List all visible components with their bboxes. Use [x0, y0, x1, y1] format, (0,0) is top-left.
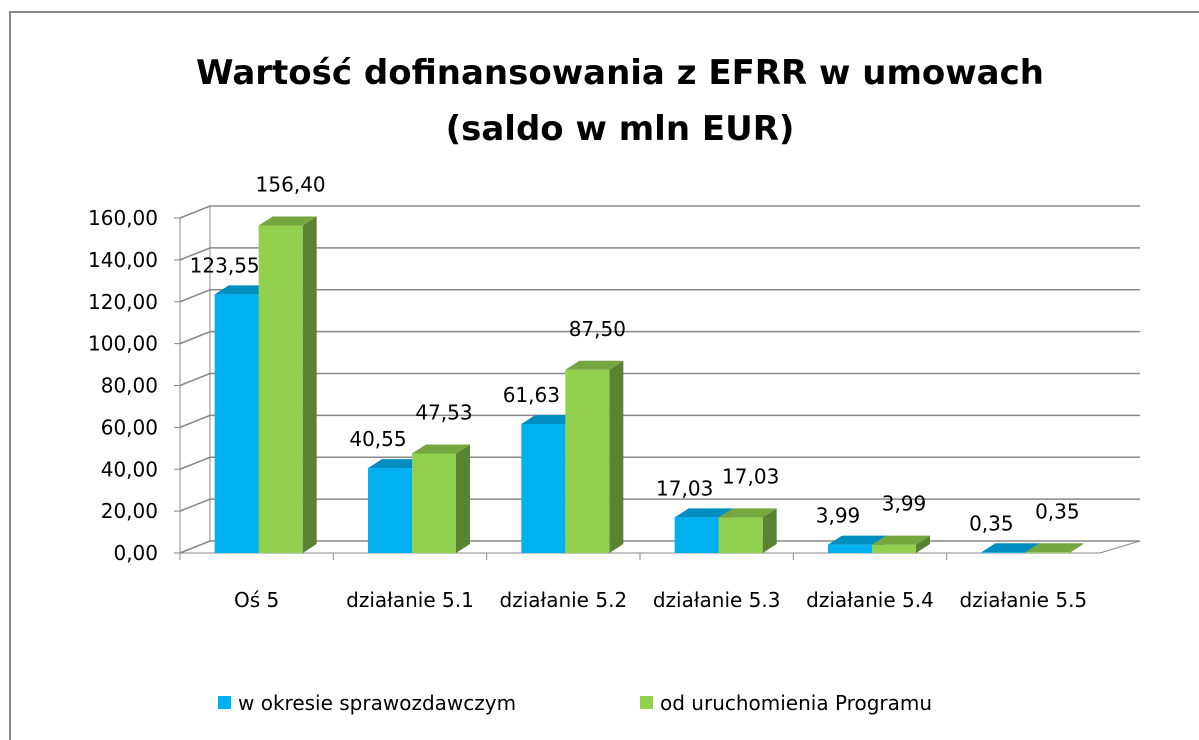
y-tick-label: 80,00	[101, 374, 158, 398]
bar-front	[828, 544, 872, 553]
bar-side	[916, 535, 930, 553]
bar-front	[368, 468, 412, 553]
grid-line	[179, 289, 1140, 303]
grid-line	[179, 330, 1140, 345]
bar-front	[565, 369, 610, 553]
x-tick-label: Oś 5	[234, 588, 280, 612]
bar	[1025, 543, 1084, 553]
bar-top	[1025, 543, 1084, 553]
bar	[565, 360, 624, 553]
bar-top	[412, 444, 470, 454]
chart-title: Wartość dofinansowania z EFRR w umowach …	[196, 53, 1044, 149]
bar-top	[674, 508, 733, 518]
x-tick-label: działanie 5.2	[499, 588, 628, 612]
bar-front	[718, 517, 763, 553]
bar-side	[1069, 543, 1084, 553]
frame	[9, 11, 1199, 740]
legend-label: w okresie sprawozdawczym	[238, 691, 516, 715]
grid-line	[179, 372, 1140, 387]
bar-top	[872, 535, 930, 545]
bar-top	[718, 508, 777, 518]
data-label: 156,40	[256, 173, 326, 197]
legend-swatch	[640, 696, 653, 709]
bar	[412, 444, 470, 553]
data-label: 17,03	[722, 464, 779, 488]
data-label: 0,35	[1035, 499, 1080, 523]
data-label: 87,50	[569, 317, 626, 341]
bar-side	[609, 360, 624, 553]
y-tick-label: 100,00	[88, 332, 158, 356]
data-label: 123,55	[190, 253, 260, 277]
legend-swatch	[218, 696, 231, 709]
bar-top	[981, 543, 1040, 553]
y-tick-label: 20,00	[101, 499, 158, 523]
data-label: 0,35	[969, 511, 1014, 535]
data-label: 17,03	[656, 476, 713, 500]
grid-line	[179, 540, 1140, 554]
data-label: 47,53	[415, 400, 472, 424]
data-label: 3,99	[816, 504, 861, 528]
grid-line	[179, 414, 1140, 429]
bar-top	[368, 459, 426, 469]
grid-line	[179, 205, 1140, 219]
bar	[258, 216, 317, 553]
x-tick-label: działanie 5.1	[346, 588, 474, 612]
legend-label: od uruchomienia Programu	[660, 691, 932, 715]
y-tick-label: 0,00	[113, 541, 158, 565]
grid-line	[179, 498, 1140, 512]
data-label: 3,99	[882, 492, 927, 516]
data-label: 61,63	[503, 383, 560, 407]
bar	[872, 535, 930, 553]
y-tick-label: 120,00	[88, 290, 158, 314]
x-tick-label: działanie 5.5	[959, 588, 1088, 612]
bar-top	[258, 216, 317, 226]
y-tick-label: 160,00	[88, 206, 158, 230]
y-tick-label: 140,00	[88, 248, 158, 272]
bar-front	[981, 552, 1026, 553]
bar-side	[762, 508, 777, 553]
y-tick-label: 60,00	[101, 415, 158, 439]
bar-front	[674, 517, 719, 553]
bar-front	[1025, 552, 1070, 553]
bar-top	[214, 285, 273, 295]
y-tick-label: 40,00	[101, 457, 158, 481]
bar-front	[521, 423, 566, 553]
bar-front	[412, 453, 456, 553]
x-tick-label: działanie 5.3	[652, 588, 781, 612]
data-label: 40,55	[349, 427, 406, 451]
bar-side	[302, 216, 317, 553]
bar-top	[565, 360, 624, 370]
bar-front	[214, 294, 259, 553]
bar-front	[258, 225, 303, 553]
bar	[718, 508, 777, 553]
bar-top	[828, 535, 886, 545]
bar-front	[872, 544, 916, 553]
grid-line	[179, 456, 1140, 470]
bar-top	[521, 414, 580, 424]
x-tick-label: działanie 5.4	[806, 588, 934, 612]
bar-side	[456, 444, 470, 553]
grid-line	[179, 247, 1140, 261]
